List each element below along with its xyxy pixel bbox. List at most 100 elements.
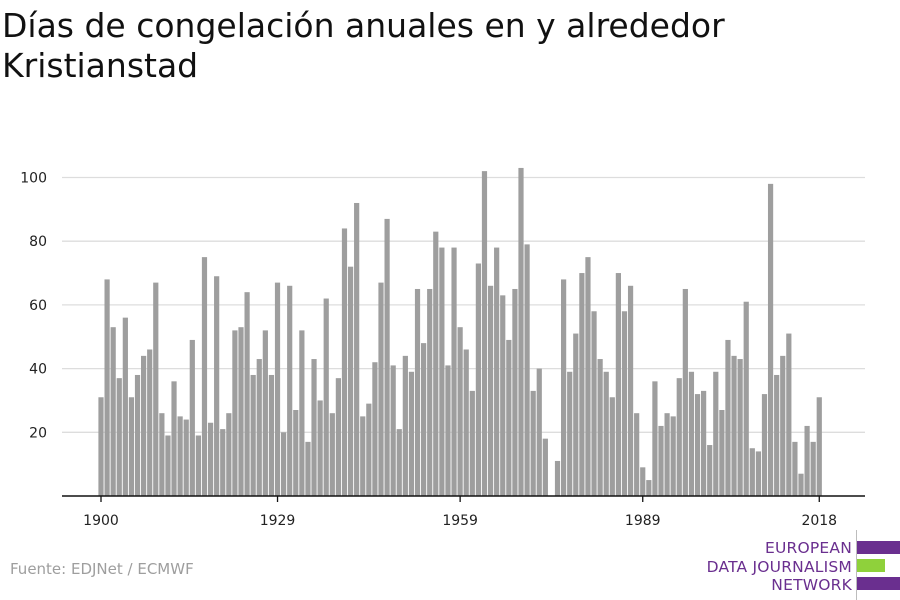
bar-1904 <box>122 317 128 496</box>
bar-1942 <box>354 202 360 497</box>
bar-1965 <box>494 247 500 496</box>
bar-2007 <box>749 448 755 496</box>
bar-1979 <box>579 273 585 496</box>
bar-1928 <box>268 374 275 496</box>
y-tick-label: 20 <box>29 425 47 441</box>
bar-1987 <box>627 285 634 496</box>
bar-2014 <box>792 441 798 496</box>
bar-1995 <box>676 378 682 496</box>
bar-1923 <box>238 327 244 496</box>
bar-1941 <box>347 266 354 496</box>
bar-1910 <box>159 413 165 496</box>
logo-divider <box>856 530 857 600</box>
bar-1922 <box>232 330 238 496</box>
bar-1924 <box>244 292 250 496</box>
bar-1935 <box>311 359 317 496</box>
bar-1967 <box>506 339 512 496</box>
y-tick-label: 80 <box>29 234 47 250</box>
bar-1949 <box>396 429 402 496</box>
bar-1947 <box>384 218 390 496</box>
bar-1961 <box>469 390 475 496</box>
bar-1978 <box>573 333 579 496</box>
bar-1919 <box>214 276 220 496</box>
bar-1902 <box>110 327 116 496</box>
chart-title: Días de congelación anuales en y alreded… <box>2 6 725 85</box>
bar-1951 <box>408 371 415 496</box>
bar-1938 <box>329 413 335 496</box>
bar-1982 <box>597 359 603 496</box>
bar-1953 <box>421 343 427 496</box>
bar-1990 <box>646 480 652 496</box>
bar-1980 <box>585 257 591 497</box>
bar-1931 <box>287 285 293 496</box>
x-tick-label: 2018 <box>801 513 837 529</box>
bar-2002 <box>719 410 725 496</box>
bar-1994 <box>670 416 676 497</box>
bar-2013 <box>786 333 792 496</box>
bar-1905 <box>128 397 135 496</box>
bar-2010 <box>767 183 774 496</box>
bar-1930 <box>281 432 287 496</box>
y-tick-label: 100 <box>20 171 47 187</box>
bar-1989 <box>640 467 646 496</box>
bar-1950 <box>402 355 408 496</box>
bar-2006 <box>743 301 749 496</box>
gridlines <box>62 176 865 433</box>
bar-1997 <box>688 371 695 496</box>
bar-1966 <box>500 295 506 496</box>
bar-1936 <box>317 400 323 496</box>
bar-1909 <box>153 282 159 496</box>
bar-1984 <box>609 397 615 496</box>
logo-bar-purple-bottom <box>857 577 900 590</box>
bar-1911 <box>165 435 171 496</box>
bar-2005 <box>737 359 743 496</box>
bars <box>98 167 822 497</box>
bar-1963 <box>481 171 488 496</box>
bar-1975 <box>554 460 561 496</box>
bar-1914 <box>183 419 189 496</box>
bar-1999 <box>701 390 707 496</box>
bar-1929 <box>274 282 281 496</box>
bar-1959 <box>457 327 463 496</box>
bar-1996 <box>682 288 688 496</box>
bar-2017 <box>810 441 816 496</box>
logo-bar-green <box>857 559 885 572</box>
bar-1908 <box>147 349 153 496</box>
x-tick-label: 1989 <box>625 513 661 529</box>
logo-bar-purple-top <box>857 541 900 554</box>
bar-1977 <box>567 371 573 496</box>
bar-1986 <box>621 311 628 496</box>
bar-1933 <box>299 330 305 496</box>
bar-1958 <box>451 247 457 496</box>
bar-1972 <box>536 368 542 496</box>
bar-1992 <box>658 425 664 496</box>
bar-1962 <box>475 263 481 496</box>
bar-2018 <box>816 397 822 496</box>
bar-1915 <box>189 339 195 496</box>
bar-2008 <box>755 451 761 496</box>
bar-1976 <box>561 279 567 496</box>
bar-1943 <box>360 416 366 497</box>
bar-1921 <box>226 413 232 496</box>
y-tick-label: 40 <box>29 362 47 378</box>
y-tick-label: 60 <box>29 298 47 314</box>
x-tick-label: 1959 <box>442 513 478 529</box>
bar-2004 <box>731 355 737 496</box>
bar-1985 <box>615 273 621 496</box>
bar-1946 <box>378 282 384 496</box>
edjnet-logo[interactable]: EUROPEAN DATA JOURNALISM NETWORK <box>700 530 900 600</box>
logo-text-line-1: EUROPEAN <box>764 539 852 557</box>
bar-1913 <box>177 416 183 497</box>
bar-1956 <box>439 247 445 496</box>
bar-1993 <box>664 413 670 496</box>
bar-1900 <box>98 397 104 496</box>
bar-1960 <box>463 349 469 496</box>
bar-1948 <box>390 365 396 496</box>
bar-1964 <box>487 285 494 496</box>
bar-1969 <box>518 167 524 496</box>
source-note: Fuente: EDJNet / ECMWF <box>10 560 194 578</box>
bar-1968 <box>512 288 518 496</box>
bar-1983 <box>603 371 609 496</box>
bar-1906 <box>134 374 141 496</box>
